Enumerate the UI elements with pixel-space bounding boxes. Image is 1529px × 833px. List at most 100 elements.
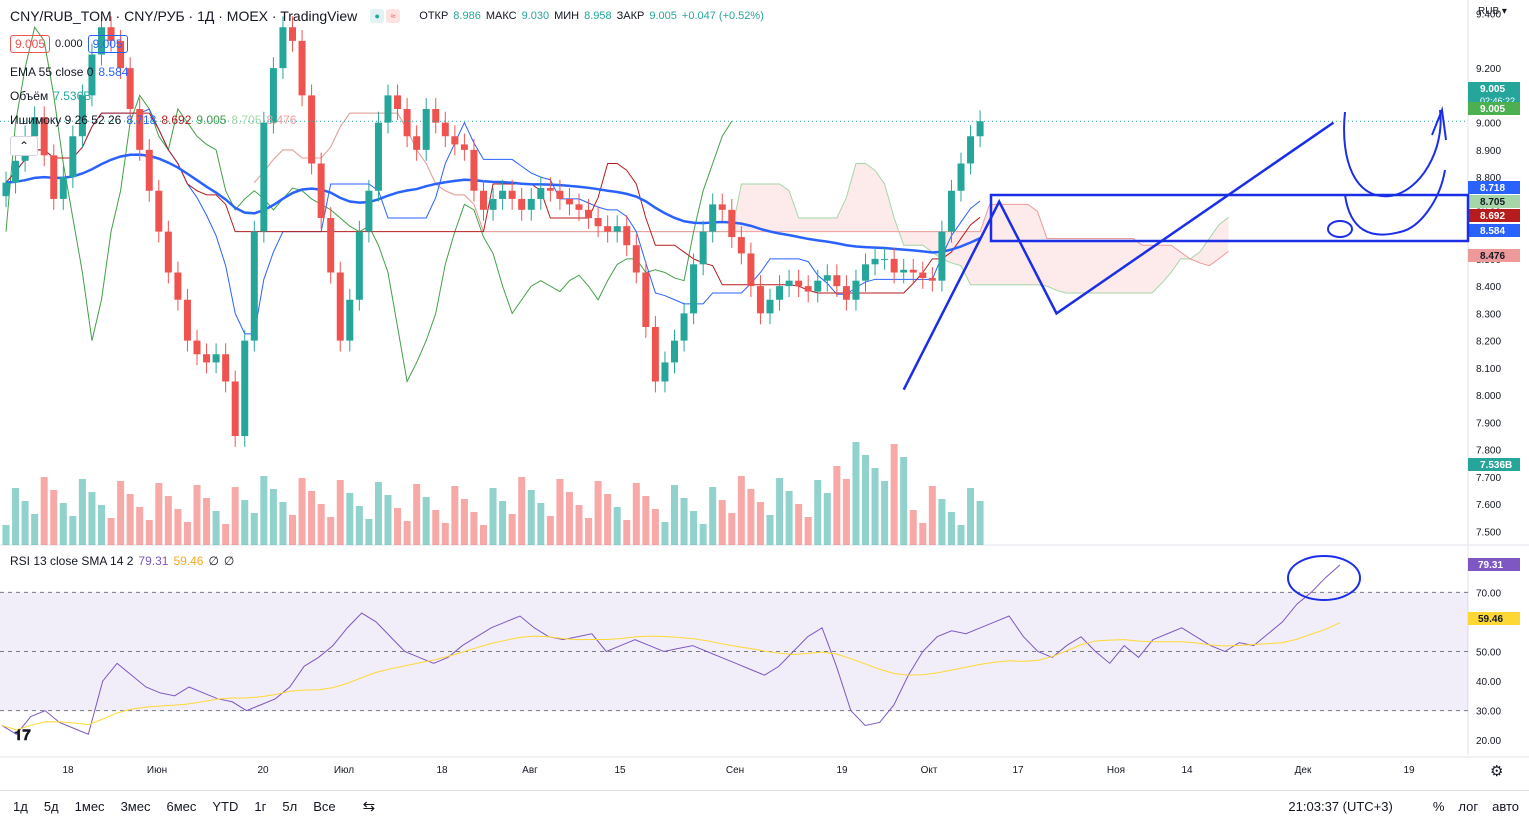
- volume-bar: [327, 517, 335, 545]
- volume-bar: [947, 512, 955, 545]
- timeframe-3мес[interactable]: 3мес: [120, 798, 151, 814]
- candle-body: [651, 327, 659, 382]
- candle-body: [460, 144, 468, 150]
- candle-body: [804, 286, 812, 292]
- price-tick-label: 7.800: [1476, 446, 1501, 457]
- price-tick-label: 8.300: [1476, 309, 1501, 320]
- collapse-legend-button[interactable]: ⌃: [10, 136, 38, 156]
- rsi-tick-label: 40.00: [1476, 677, 1501, 688]
- volume-bar: [241, 500, 249, 545]
- rsi-sma-value: 59.46: [173, 554, 204, 568]
- time-axis-label: 14: [1181, 765, 1193, 776]
- ema-legend[interactable]: EMA 55 close 0 8.584: [10, 65, 128, 79]
- sell-price-button[interactable]: 9.005: [10, 35, 51, 53]
- percent-toggle[interactable]: %: [1432, 798, 1445, 814]
- volume-bar: [422, 497, 430, 545]
- time-axis-label: 19: [836, 765, 848, 776]
- spread-value: 0.000: [55, 38, 83, 50]
- price-axis-badge: [1468, 458, 1520, 471]
- timeframe-group: 1д 5д 1мес 3мес 6мес YTD 1г 5л Все: [0, 799, 339, 814]
- volume-bar: [413, 484, 421, 545]
- candle-body: [164, 231, 172, 273]
- timeframe-1г[interactable]: 1г: [254, 798, 267, 814]
- candle-body: [795, 280, 803, 287]
- timeframe-YTD[interactable]: YTD: [212, 798, 239, 814]
- volume-bar: [967, 488, 975, 545]
- volume-label: Объём: [10, 89, 49, 103]
- price-axis-badge-label: 8.692: [1480, 211, 1505, 222]
- volume-bar: [890, 444, 898, 545]
- price-tick-label: 8.000: [1476, 391, 1501, 402]
- volume-bar: [260, 476, 268, 545]
- volume-legend[interactable]: Объём 7.536B: [10, 89, 91, 103]
- volume-bar: [623, 520, 631, 545]
- clock[interactable]: 21:03:37 (UTC+3): [1288, 798, 1393, 814]
- candle-body: [470, 149, 478, 191]
- delayed-data-icon[interactable]: ≈: [386, 9, 401, 23]
- volume-bar: [174, 509, 182, 545]
- volume-bar: [441, 523, 449, 545]
- candle-body: [107, 27, 115, 41]
- candle-body: [374, 122, 382, 191]
- candle-body: [947, 190, 955, 232]
- volume-bar: [164, 496, 172, 545]
- rsi-legend[interactable]: RSI 13 close SMA 14 2 79.31 59.46 ∅ ∅: [10, 554, 234, 568]
- timeframe-1мес[interactable]: 1мес: [74, 798, 105, 814]
- candle-body: [508, 190, 516, 199]
- candle-body: [12, 160, 20, 183]
- ichimoku-legend[interactable]: Ишимоку 9 26 52 26 8.718 8.692 9.005 8.7…: [10, 113, 296, 127]
- volume-bar: [107, 518, 115, 545]
- rsi-circle-drawing: [1287, 555, 1361, 601]
- candle-body: [298, 40, 306, 96]
- candle-body: [709, 204, 717, 232]
- candle-body: [871, 258, 879, 265]
- price-axis-badge-label: 8.476: [1480, 251, 1505, 262]
- volume-bar: [126, 494, 134, 545]
- volume-bar: [862, 455, 869, 545]
- volume-bar: [661, 522, 669, 545]
- price-tick-label: 9.200: [1476, 64, 1501, 75]
- open-value: 8.986: [453, 10, 481, 22]
- candle-body: [441, 122, 449, 137]
- volume-bar: [355, 506, 363, 545]
- volume-bar: [537, 503, 545, 545]
- volume-bar: [776, 478, 784, 545]
- buy-price-button[interactable]: 9.005: [87, 35, 128, 53]
- gear-icon[interactable]: ⚙: [1490, 763, 1504, 780]
- timeframe-Все[interactable]: Все: [313, 798, 336, 814]
- log-toggle[interactable]: лог: [1458, 798, 1479, 814]
- candle-body: [900, 269, 908, 273]
- volume-bar: [928, 486, 936, 545]
- candle-body: [317, 163, 325, 218]
- volume-bar: [842, 479, 850, 545]
- rsi-tick-label: 70.00: [1476, 588, 1501, 599]
- timeframe-5л[interactable]: 5л: [282, 798, 298, 814]
- volume-bar: [117, 481, 125, 545]
- market-status-icon[interactable]: ●: [370, 9, 385, 23]
- candle-body: [623, 226, 631, 246]
- price-axis-badge-label: 8.705: [1480, 197, 1505, 208]
- timeframe-6мес[interactable]: 6мес: [166, 798, 197, 814]
- candle-body: [403, 109, 411, 137]
- timeframe-5д[interactable]: 5д: [43, 798, 59, 814]
- volume-bar: [193, 485, 201, 545]
- auto-toggle[interactable]: авто: [1492, 798, 1519, 814]
- volume-bar: [747, 489, 755, 545]
- rsi-label: RSI 13 close SMA 14 2: [10, 554, 134, 568]
- time-axis-label: Окт: [921, 765, 938, 776]
- tradingview-logo-icon[interactable]: 𝟏𝟕: [14, 727, 31, 744]
- price-axis-badge: [1468, 209, 1520, 222]
- volume-bar: [671, 485, 678, 545]
- volume-bar: [231, 487, 239, 545]
- volume-bar: [823, 493, 831, 545]
- date-range-icon[interactable]: ⇆: [362, 798, 376, 815]
- candle-body: [413, 136, 421, 150]
- timeframe-1д[interactable]: 1д: [13, 798, 28, 814]
- volume-bar: [374, 482, 382, 545]
- candle-body: [546, 188, 554, 191]
- candle-body: [814, 280, 822, 292]
- volume-bar: [12, 488, 20, 545]
- rsi-sma-line: [1, 622, 1341, 731]
- candle-body: [919, 272, 927, 278]
